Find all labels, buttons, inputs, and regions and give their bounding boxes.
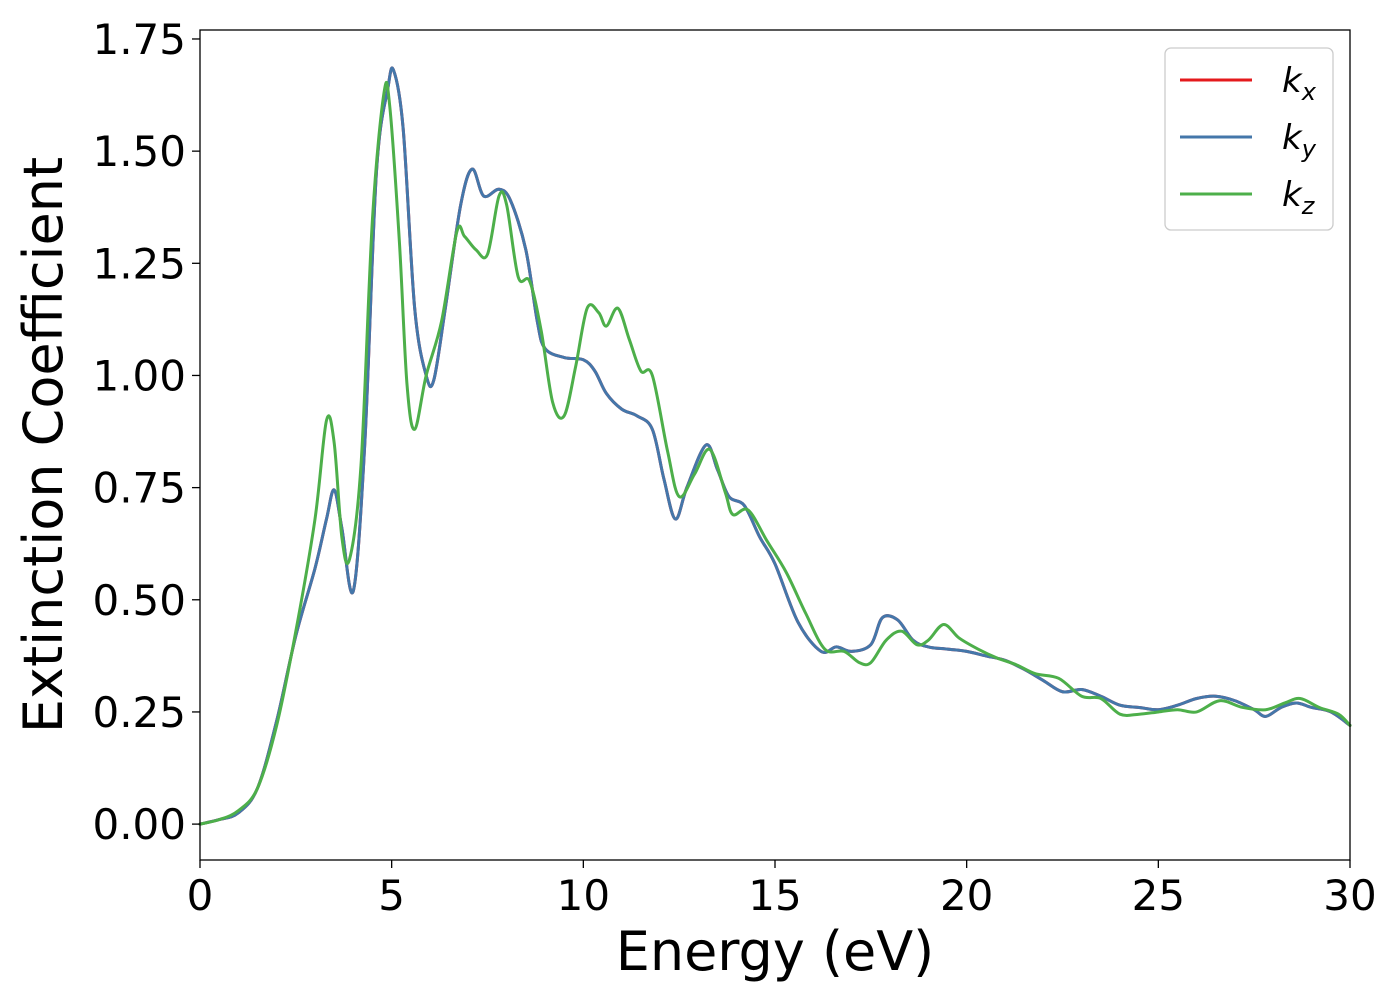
x-axis-ticks: 0 5 10 15 20 25 30 <box>187 860 1377 920</box>
y-tick-label: 0.25 <box>92 688 186 737</box>
y-axis-ticks: 0.00 0.25 0.50 0.75 1.00 1.25 1.50 1.75 <box>92 15 200 849</box>
y-tick-label: 0.75 <box>92 464 186 513</box>
y-axis-title: Extinction Coefficient <box>12 157 75 733</box>
x-tick-label: 5 <box>378 871 405 920</box>
y-tick-label: 1.00 <box>92 351 186 400</box>
x-tick-label: 10 <box>557 871 610 920</box>
x-tick-label: 15 <box>748 871 801 920</box>
series-line-k-y <box>198 66 1352 826</box>
y-tick-label: 0.00 <box>92 800 186 849</box>
x-tick-label: 30 <box>1323 871 1376 920</box>
legend-box <box>1164 47 1334 231</box>
x-tick-label: 25 <box>1132 871 1185 920</box>
y-tick-label: 1.25 <box>92 239 186 288</box>
series-layer <box>198 66 1352 826</box>
series-line-k-z <box>198 80 1352 826</box>
y-tick-label: 0.50 <box>92 576 186 625</box>
y-tick-label: 1.75 <box>92 15 186 64</box>
x-tick-label: 20 <box>940 871 993 920</box>
x-axis-title: Energy (eV) <box>616 920 935 983</box>
y-tick-label: 1.50 <box>92 127 186 176</box>
x-tick-label: 0 <box>187 871 214 920</box>
